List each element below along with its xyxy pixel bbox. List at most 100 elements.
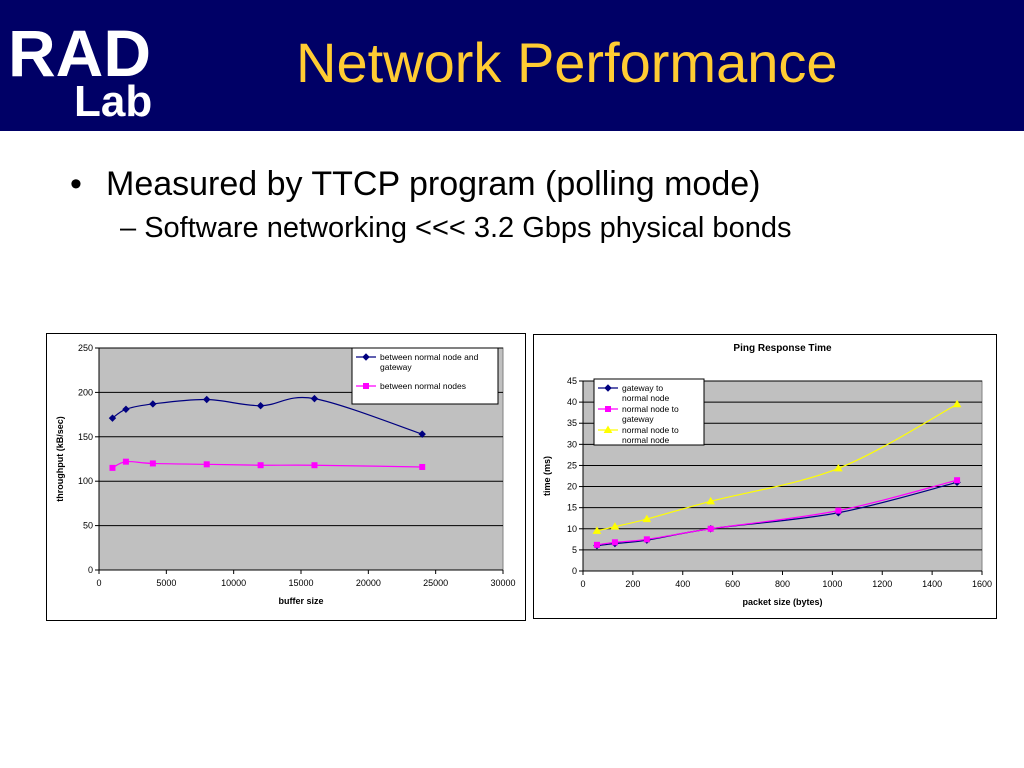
x-tick-label: 15000 [288,578,313,588]
y-tick-label: 20 [567,482,577,492]
data-point [593,541,600,548]
legend-box [593,378,705,446]
y-tick-label: 100 [78,476,93,486]
series [108,394,426,438]
data-point [952,399,962,408]
data-point [256,402,265,410]
data-point [707,525,714,532]
y-tick-label: 45 [567,376,577,386]
x-tick-label: 30000 [490,578,515,588]
legend-label: between normal node and gateway [380,352,479,372]
x-axis-label: buffer size [278,596,323,606]
logo-line-1: RAD [8,16,151,90]
throughput-chart: 0 50 100 150 200 250 0 5000 10000 15000 20000 25000… [46,333,526,621]
x-tick-label: 1600 [972,579,992,589]
data-point [592,526,602,534]
y-tick-label: 35 [567,418,577,428]
data-point [419,463,426,470]
legend-marker [605,406,611,412]
x-tick-label: 5000 [156,578,176,588]
legend-marker [603,425,613,433]
data-point [418,430,426,438]
legend-label-line: between normal nodes [380,381,466,391]
x-tick-label: 1000 [822,579,842,589]
y-tick-label: 0 [572,566,577,576]
y-tick-label: 25 [567,460,577,470]
series [593,477,961,548]
bullet-sub: – Software networking <<< 3.2 Gbps physi… [120,212,791,245]
radlab-logo: RAD Lab [8,16,152,118]
throughput-chart-svg: 0 50 100 150 200 250 0 5000 10000 15000 20000 25000… [55,343,516,606]
data-point [610,522,620,530]
y-tick-label: 10 [567,524,577,534]
x-tick-label: 20000 [356,578,381,588]
x-axis-label: packet size (bytes) [742,597,822,607]
legend-label: gateway to normal node [622,383,670,403]
data-point [109,464,116,471]
legend-marker [363,383,369,389]
y-tick-label: 50 [83,521,93,531]
y-tick-label: 5 [572,545,577,555]
data-point [611,539,618,546]
data-point [122,405,130,413]
data-point [203,461,210,468]
legend-marker [604,384,612,392]
data-point [149,460,156,467]
data-point [311,462,318,469]
y-axis-label: throughput (kB/sec) [55,416,65,502]
legend-label-line: gateway [380,362,412,372]
data-point [257,462,264,469]
legend-label-line: between normal node and [380,352,479,362]
ping-response-chart-svg: 0 5 10 15 20 25 30 35 40 45 0 200 400 600 800 1000 1200 1… [542,343,992,607]
sub-bullet-marker: – [120,212,137,244]
data-point [122,458,129,465]
ping-response-chart: 0 5 10 15 20 25 30 35 40 45 0 200 400 600 800 1000 1200 1… [533,334,997,619]
legend-box [351,347,499,405]
legend-label: normal node to gateway [622,404,679,424]
x-tick-label: 1400 [922,579,942,589]
bullet-main-text: Measured by TTCP program (polling mode) [106,165,761,203]
y-tick-label: 150 [78,432,93,442]
slide-header: RAD Lab Network Performance [0,0,1024,131]
x-tick-label: 25000 [423,578,448,588]
legend-label: between normal nodes [380,381,466,391]
data-point [310,394,319,403]
data-point [835,507,842,514]
series [109,458,426,471]
data-point [833,463,843,472]
y-tick-label: 15 [567,503,577,513]
data-point [108,414,117,422]
series [592,399,962,534]
legend-label-line: gateway [622,414,654,424]
x-tick-label: 800 [775,579,790,589]
legend-label-line: gateway to [622,383,663,393]
y-tick-label: 0 [88,565,93,575]
y-tick-label: 40 [567,397,577,407]
y-tick-label: 200 [78,387,93,397]
legend-label: normal node to normal node [622,425,679,445]
data-point [642,514,652,523]
logo-line-2: Lab [74,77,152,118]
data-point [954,477,961,484]
x-tick-label: 10000 [221,578,246,588]
data-point [203,395,211,404]
chart-title: Ping Response Time [733,343,832,354]
bullet-list: • Measured by TTCP program (polling mode)… [70,165,791,245]
legend-label-line: normal node [622,435,670,445]
data-point [149,400,157,408]
x-tick-label: 600 [725,579,740,589]
legend-label-line: normal node [622,393,670,403]
bullet-sub-text: Software networking <<< 3.2 Gbps physica… [144,212,792,244]
slide-title: Network Performance [296,31,838,94]
legend-label-line: normal node to [622,425,679,435]
y-tick-label: 250 [78,343,93,353]
legend-marker [362,353,370,361]
legend-label-line: normal node to [622,404,679,414]
x-tick-label: 0 [96,578,101,588]
x-tick-label: 0 [580,579,585,589]
x-tick-label: 400 [675,579,690,589]
data-point [706,496,716,505]
bullet-marker: • [70,165,82,203]
y-axis-label: time (ms) [542,456,552,496]
x-tick-label: 1200 [872,579,892,589]
